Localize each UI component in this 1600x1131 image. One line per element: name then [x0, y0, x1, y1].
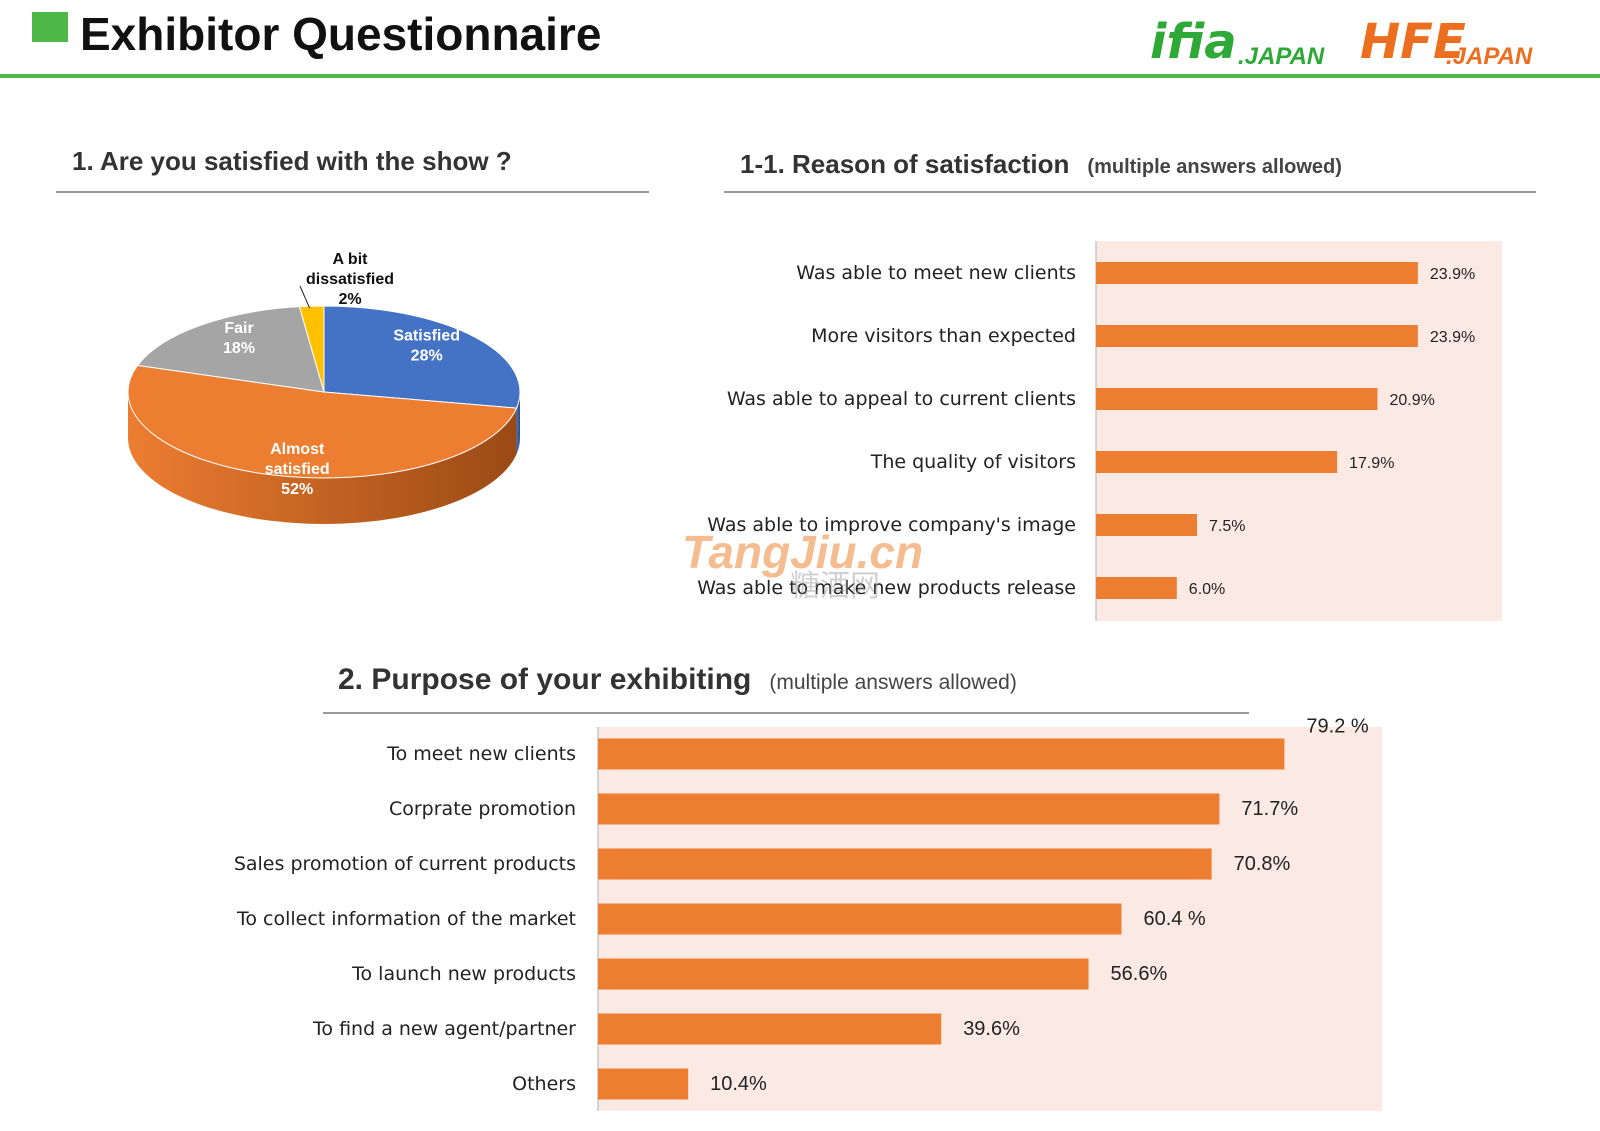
data-label: 23.9% [1430, 266, 1475, 283]
pie-leader-line [299, 285, 311, 309]
data-label: 60.4 % [1143, 908, 1205, 930]
data-label: 6.0% [1189, 581, 1225, 598]
reason-bar-chart: Was able to meet new clients 23.9% More vi… [697, 241, 1502, 621]
data-label: 71.7% [1241, 798, 1298, 820]
data-label: 56.6% [1111, 963, 1168, 985]
section-divider [724, 191, 1536, 193]
data-label: 79.2 % [1306, 716, 1368, 738]
section-divider [56, 191, 649, 193]
section-note-reason: (multiple answers allowed) [1087, 156, 1342, 178]
pie-category-label: Satisfied [393, 328, 460, 345]
section-note-purpose: (multiple answers allowed) [769, 671, 1017, 694]
data-label: 17.9% [1349, 455, 1394, 472]
section-title-purpose: 2. Purpose of your exhibiting (multiple a… [338, 664, 1017, 699]
header-accent-square [32, 12, 68, 42]
category-label: Was able to improve company's image [707, 514, 1076, 536]
data-label: 20.9% [1389, 392, 1434, 409]
bar [598, 738, 1285, 770]
category-label: More visitors than expected [811, 325, 1076, 347]
category-label: Was able to meet new clients [796, 262, 1076, 284]
logo-hfe-suffix: .JAPAN [1446, 43, 1533, 70]
category-label: To find a new agent/partner [312, 1018, 576, 1040]
bar [598, 793, 1220, 825]
pie-slice [136, 306, 325, 393]
logo-hfe: HFE [1360, 14, 1466, 70]
section-title-purpose-text: 2. Purpose of your exhibiting [338, 663, 752, 696]
section-title-satisfaction: 1. Are you satisfied with the show ? [72, 146, 512, 176]
bar [598, 848, 1212, 880]
category-label: Corprate promotion [389, 798, 576, 820]
pie-value-label: 2% [338, 291, 361, 308]
page-title: Exhibitor Questionnaire [80, 8, 602, 60]
purpose-bar-chart: To meet new clients 79.2 % Corprate promot… [234, 716, 1382, 1111]
pie-value-label: 28% [411, 348, 443, 365]
section-divider [323, 712, 1249, 714]
pie-category-label: dissatisfied [306, 271, 394, 288]
pie-category-label: Fair [224, 320, 253, 337]
logo-ifia: ifia [1150, 14, 1237, 70]
data-label: 10.4% [710, 1073, 767, 1095]
section-title-reason-text: 1-1. Reason of satisfaction [740, 149, 1070, 179]
bar [1096, 514, 1197, 536]
section-title-reason: 1-1. Reason of satisfaction (multiple ans… [740, 148, 1342, 183]
data-label: 23.9% [1430, 329, 1475, 346]
pie-slice-side [128, 392, 517, 525]
pie-category-label: satisfied [265, 461, 330, 478]
brand-logo: ifia .JAPAN HFE .JAPAN [1150, 14, 1533, 70]
logo-ifia-suffix: .JAPAN [1238, 43, 1325, 70]
category-label: Others [512, 1073, 576, 1095]
pie-value-label: 18% [223, 340, 255, 357]
data-label: 70.8% [1234, 853, 1291, 875]
pie-value-label: 52% [281, 481, 313, 498]
pie-slice [127, 364, 518, 479]
satisfaction-pie-chart: Satisfied 28% Almost satisfied 52% Fair 18% A b… [127, 251, 521, 525]
bar [1096, 325, 1418, 347]
pie-slice-side [516, 392, 520, 455]
bar [598, 903, 1122, 935]
category-label: To meet new clients [386, 743, 576, 765]
category-label: To launch new products [351, 963, 576, 985]
pie-category-label: A bit [333, 251, 369, 268]
category-label: To collect information of the market [236, 908, 576, 930]
bar [598, 958, 1089, 990]
plot-background [1096, 241, 1502, 621]
bar [598, 1068, 689, 1100]
category-label: Sales promotion of current products [234, 853, 576, 875]
pie-slice [298, 305, 325, 393]
data-label: 7.5% [1209, 518, 1245, 535]
bar [1096, 577, 1177, 599]
bar [1096, 262, 1418, 284]
header-divider [0, 74, 1600, 78]
category-label: The quality of visitors [870, 451, 1076, 473]
data-label: 39.6% [963, 1018, 1020, 1040]
bar [598, 1013, 942, 1045]
pie-category-label: Almost [270, 441, 325, 458]
category-label: Was able to appeal to current clients [727, 388, 1076, 410]
bar [1096, 388, 1378, 410]
pie-slice [323, 305, 521, 409]
category-label: Was able to make new products release [697, 577, 1076, 599]
bar [1096, 451, 1338, 473]
